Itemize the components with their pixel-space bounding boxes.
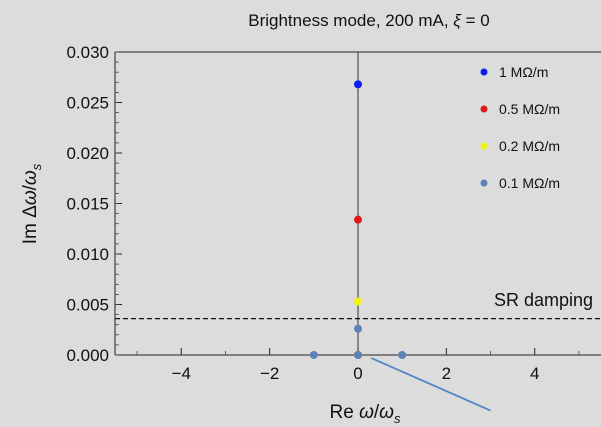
data-point xyxy=(309,351,318,359)
legend-marker xyxy=(480,142,488,150)
x-tick-label: 0 xyxy=(353,364,362,383)
x-tick-label: −4 xyxy=(172,364,191,383)
y-tick-label: 0.000 xyxy=(66,346,109,365)
legend-label: 0.1 MΩ/m xyxy=(499,175,560,191)
legend-marker xyxy=(480,179,488,187)
y-tick-label: 0.025 xyxy=(66,94,109,113)
x-tick-label: 4 xyxy=(530,364,539,383)
legend-marker xyxy=(480,68,488,76)
sr-damping-label: SR damping xyxy=(494,290,593,310)
legend-marker xyxy=(480,105,488,113)
y-tick-label: 0.030 xyxy=(66,43,109,62)
y-axis-label: Im Δω/ωs xyxy=(20,163,44,244)
data-point xyxy=(354,215,362,224)
y-tick-label: 0.010 xyxy=(66,245,109,264)
y-tick-label: 0.005 xyxy=(66,296,109,315)
x-tick-label: 2 xyxy=(442,364,451,383)
data-point xyxy=(354,80,362,89)
chart-title: Brightness mode, 200 mA, ξ = 0 xyxy=(248,11,490,30)
legend-label: 1 MΩ/m xyxy=(499,64,548,80)
x-axis-label: Re ω/ωs xyxy=(330,402,401,426)
data-point xyxy=(354,324,362,333)
y-tick-label: 0.020 xyxy=(66,144,109,163)
y-tick-label: 0.015 xyxy=(66,195,109,214)
trajectory-line xyxy=(370,357,491,412)
data-point xyxy=(354,351,362,359)
legend-label: 0.2 MΩ/m xyxy=(499,138,560,154)
legend-label: 0.5 MΩ/m xyxy=(499,101,560,117)
x-tick-label: −2 xyxy=(260,364,279,383)
data-point xyxy=(354,297,362,306)
data-point xyxy=(398,351,407,359)
